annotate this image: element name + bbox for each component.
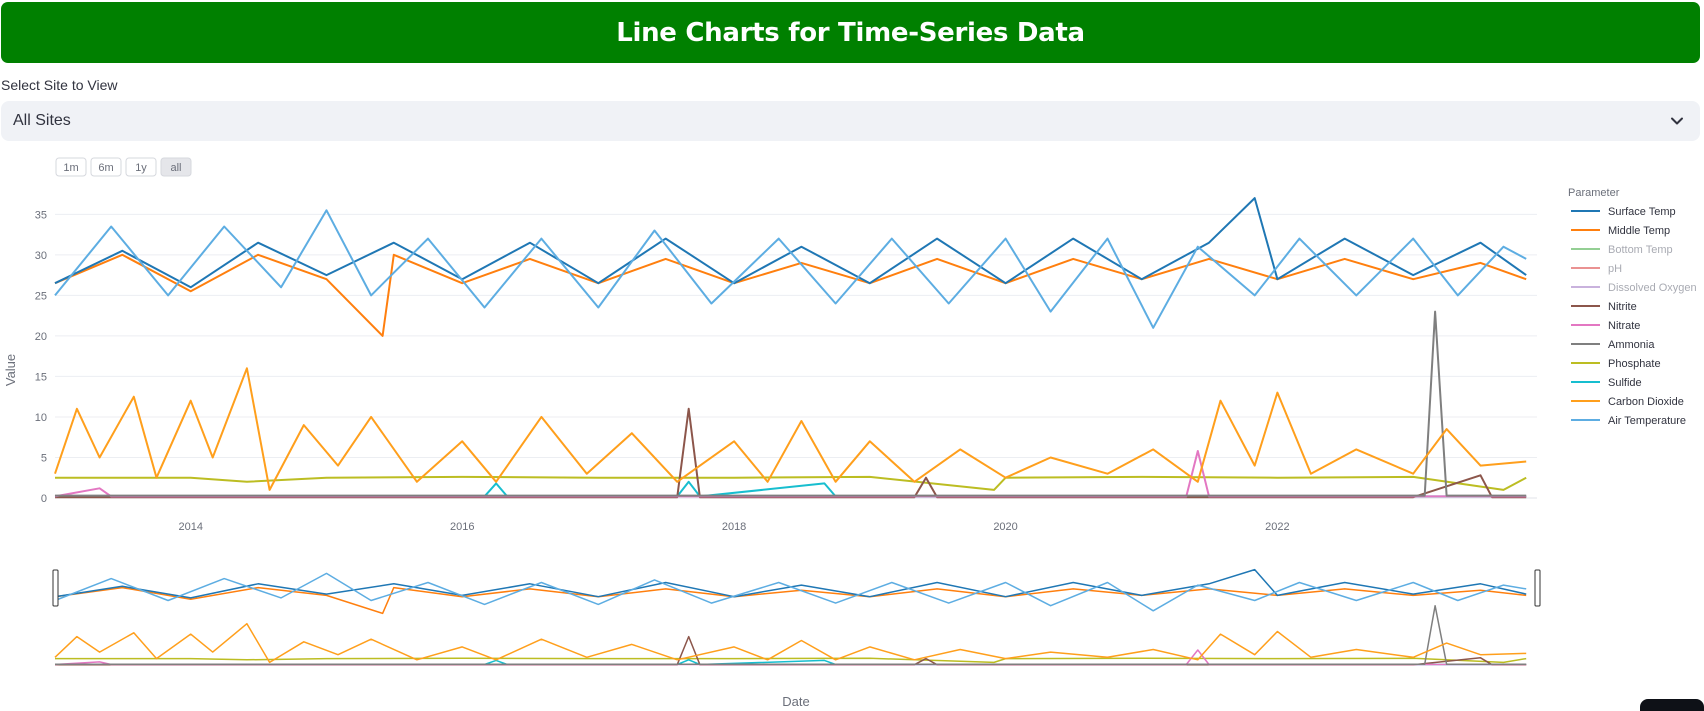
legend: Parameter Surface Temp Middle Temp Bottom T…	[1568, 187, 1697, 427]
legend-item[interactable]: Nitrate	[1571, 320, 1640, 332]
time-series-chart[interactable]: 1m 6m 1y all 0 5 10 15 20 25 30 35 2014 2016 2018 202…	[0, 150, 1704, 711]
legend-item[interactable]: Dissolved Oxygen	[1571, 282, 1697, 294]
range-button-label: 1y	[135, 162, 147, 174]
y-axis-label: Value	[3, 354, 18, 386]
range-button-1m[interactable]: 1m	[55, 157, 87, 177]
series-line-air-temperature	[54, 209, 1527, 329]
y-tick-label: 20	[35, 331, 47, 343]
legend-label: Nitrite	[1608, 301, 1637, 313]
legend-label: Phosphate	[1608, 358, 1661, 370]
series-line-ammonia	[55, 310, 1527, 497]
legend-title: Parameter	[1568, 187, 1620, 199]
legend-item[interactable]: pH	[1571, 263, 1622, 275]
legend-label: Carbon Dioxide	[1608, 396, 1684, 408]
range-slider-bg	[55, 560, 1537, 670]
range-button-label: 6m	[98, 162, 113, 174]
y-tick-label: 5	[41, 452, 47, 464]
series-line-surface-temp	[54, 197, 1527, 289]
legend-item[interactable]: Bottom Temp	[1571, 244, 1673, 256]
y-axis-ticks: 0 5 10 15 20 25 30 35	[35, 209, 47, 505]
range-button-bg	[160, 157, 192, 177]
site-select-value: All Sites	[13, 112, 71, 129]
main-plot-series	[54, 197, 1527, 499]
x-axis-ticks: 2014 2016 2018 2020 2022	[178, 521, 1289, 533]
range-button-6m[interactable]: 6m	[90, 157, 122, 177]
legend-label: Sulfide	[1608, 377, 1642, 389]
legend-label: Ammonia	[1608, 339, 1655, 351]
site-select[interactable]: All Sites	[1, 101, 1700, 141]
range-slider-left-handle[interactable]	[52, 569, 59, 607]
page-title-banner: Line Charts for Time-Series Data	[1, 2, 1700, 63]
slider-series-line-sulfide	[55, 659, 1527, 666]
y-tick-label: 15	[35, 371, 47, 383]
range-button-bg	[55, 157, 87, 177]
legend-item[interactable]: Sulfide	[1571, 377, 1642, 389]
manage-app-tab[interactable]	[1640, 699, 1704, 711]
range-button-all[interactable]: all	[160, 157, 192, 177]
range-button-bg	[125, 157, 157, 177]
range-button-label: all	[170, 162, 181, 174]
range-selector: 1m 6m 1y all	[55, 157, 192, 177]
y-tick-label: 25	[35, 290, 47, 302]
legend-label: Surface Temp	[1608, 206, 1676, 218]
legend-item[interactable]: Surface Temp	[1571, 206, 1676, 218]
y-tick-label: 30	[35, 250, 47, 262]
x-axis-label: Date	[782, 694, 809, 709]
range-button-1y[interactable]: 1y	[125, 157, 157, 177]
legend-item[interactable]: Ammonia	[1571, 339, 1655, 351]
series-line-sulfide	[55, 480, 1527, 498]
range-slider[interactable]	[52, 560, 1541, 670]
legend-label: Nitrate	[1608, 320, 1640, 332]
series-line-nitrite	[55, 407, 1527, 499]
series-line-middle-temp	[54, 253, 1527, 337]
slider-series-line-ammonia	[55, 604, 1527, 665]
legend-item[interactable]: Phosphate	[1571, 358, 1661, 370]
series-line-phosphate	[55, 475, 1527, 491]
slider-series-line-middle-temp	[54, 586, 1527, 615]
legend-label: pH	[1608, 263, 1622, 275]
page-title: Line Charts for Time-Series Data	[616, 17, 1085, 48]
y-tick-label: 10	[35, 412, 47, 424]
x-tick-label: 2018	[722, 521, 746, 533]
legend-label: Air Temperature	[1608, 415, 1686, 427]
x-tick-label: 2014	[178, 521, 202, 533]
x-tick-label: 2016	[450, 521, 474, 533]
range-button-label: 1m	[63, 162, 78, 174]
legend-item[interactable]: Middle Temp	[1571, 225, 1670, 237]
legend-item[interactable]: Carbon Dioxide	[1571, 396, 1684, 408]
chevron-down-icon	[1666, 110, 1688, 132]
y-tick-label: 35	[35, 209, 47, 221]
slider-series-line-surface-temp	[54, 568, 1527, 599]
range-slider-right-handle[interactable]	[1534, 569, 1541, 607]
legend-label: Middle Temp	[1608, 225, 1670, 237]
legend-label: Bottom Temp	[1608, 244, 1673, 256]
y-tick-label: 0	[41, 493, 47, 505]
slider-series-line-nitrite	[55, 635, 1527, 666]
slider-series-line-air-temperature	[54, 572, 1527, 612]
series-line-carbon-dioxide	[54, 367, 1527, 491]
slider-series-line-carbon-dioxide	[54, 622, 1527, 664]
legend-item[interactable]: Air Temperature	[1571, 415, 1686, 427]
x-tick-label: 2022	[1265, 521, 1289, 533]
legend-item[interactable]: Nitrite	[1571, 301, 1637, 313]
site-select-label: Select Site to View	[1, 77, 118, 93]
range-button-bg	[90, 157, 122, 177]
legend-label: Dissolved Oxygen	[1608, 282, 1697, 294]
x-tick-label: 2020	[993, 521, 1017, 533]
